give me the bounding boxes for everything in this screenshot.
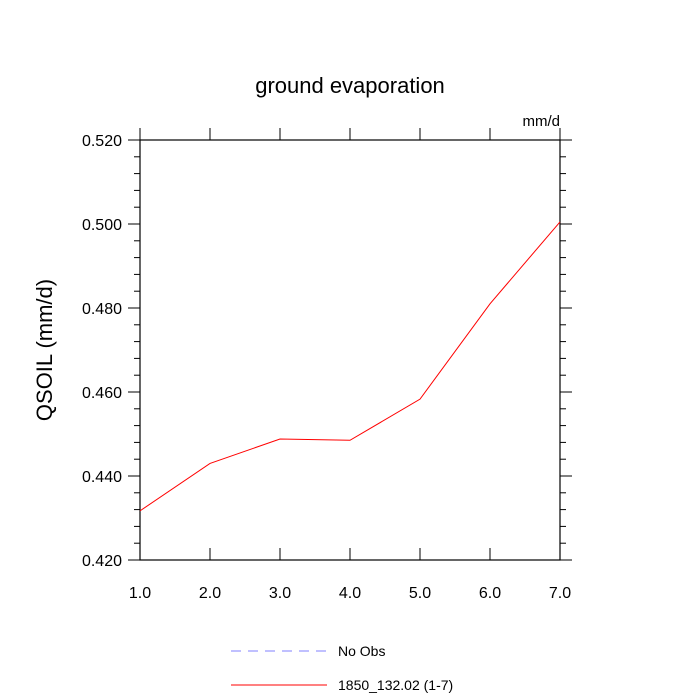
x-tick-label: 1.0 [129,585,151,602]
x-tick-labels: 1.0 2.0 3.0 4.0 5.0 6.0 7.0 [129,585,571,602]
x-tick-label: 2.0 [199,585,221,602]
y-tick-label: 0.440 [82,469,122,486]
chart-title: ground evaporation [255,73,445,98]
x-tick-label: 4.0 [339,585,361,602]
x-tick-label: 6.0 [479,585,501,602]
axis-ticks [128,128,572,561]
y-tick-label: 0.520 [82,133,122,150]
legend: No Obs 1850_132.02 (1-7) [231,643,453,693]
y-tick-label: 0.480 [82,301,122,318]
x-tick-label: 5.0 [409,585,431,602]
y-tick-label: 0.420 [82,553,122,570]
legend-label-series: 1850_132.02 (1-7) [338,677,453,693]
units-label: mm/d [523,113,561,130]
y-tick-labels: 0.420 0.440 0.460 0.480 0.500 0.520 [82,133,122,570]
x-tick-label: 7.0 [549,585,571,602]
legend-label-no-obs: No Obs [338,643,385,659]
x-tick-label: 3.0 [269,585,291,602]
plot-frame [139,139,561,561]
series-lines [139,221,561,512]
y-tick-label: 0.460 [82,385,122,402]
y-axis-label: QSOIL (mm/d) [32,279,57,421]
series-line [139,221,561,512]
y-tick-label: 0.500 [82,217,122,234]
